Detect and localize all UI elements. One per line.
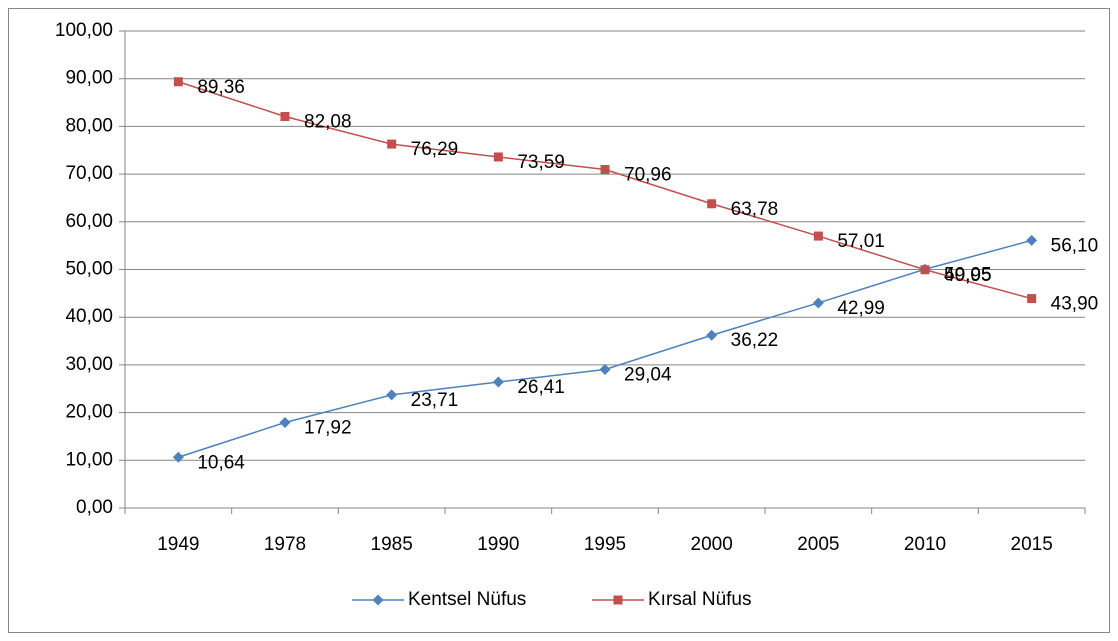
marker (1026, 234, 1038, 246)
y-tick-label: 10,00 (65, 449, 113, 470)
y-tick-label: 20,00 (65, 402, 113, 423)
marker (1027, 294, 1037, 304)
legend-label: Kırsal Nüfus (648, 589, 751, 610)
x-tick-label: 2005 (797, 534, 839, 555)
data-label: 73,59 (517, 152, 565, 173)
marker (600, 165, 610, 175)
x-tick-label: 2000 (691, 534, 733, 555)
y-tick-label: 40,00 (65, 306, 113, 327)
marker (707, 199, 717, 209)
legend-label: Kentsel Nüfus (408, 589, 526, 610)
data-label: 82,08 (304, 111, 352, 132)
data-label: 23,71 (411, 390, 459, 411)
y-tick-label: 80,00 (65, 115, 113, 136)
marker (172, 451, 184, 463)
y-tick-label: 70,00 (65, 163, 113, 184)
legend-marker (372, 594, 384, 606)
data-label: 63,78 (731, 199, 779, 220)
data-label: 10,64 (197, 452, 245, 473)
x-tick-label: 1995 (584, 534, 626, 555)
data-label: 26,41 (517, 377, 565, 398)
y-tick-label: 100,00 (55, 20, 113, 41)
marker (279, 417, 291, 429)
data-label: 89,36 (197, 77, 245, 98)
x-tick-label: 2015 (1011, 534, 1053, 555)
x-tick-label: 1978 (264, 534, 306, 555)
data-label: 43,90 (1051, 294, 1099, 315)
y-tick-label: 50,00 (65, 259, 113, 280)
data-label: 17,92 (304, 418, 352, 439)
data-label: 49,95 (944, 265, 992, 286)
y-tick-label: 60,00 (65, 211, 113, 232)
data-label: 29,04 (624, 364, 672, 385)
data-label: 56,10 (1051, 235, 1099, 256)
y-tick-label: 90,00 (65, 68, 113, 89)
x-tick-label: 1990 (477, 534, 519, 555)
marker (599, 363, 611, 375)
marker (492, 376, 504, 388)
x-tick-label: 2010 (904, 534, 946, 555)
marker (812, 297, 824, 309)
data-label: 76,29 (411, 139, 459, 160)
data-label: 70,96 (624, 165, 672, 186)
marker (920, 265, 930, 275)
data-label: 42,99 (837, 298, 885, 319)
x-tick-label: 1949 (157, 534, 199, 555)
legend-marker (613, 595, 623, 605)
y-tick-label: 0,00 (76, 497, 113, 518)
marker (387, 139, 397, 149)
marker (173, 77, 183, 87)
marker (813, 231, 823, 241)
data-label: 57,01 (837, 231, 885, 252)
y-tick-label: 30,00 (65, 354, 113, 375)
data-label: 36,22 (731, 330, 779, 351)
data-label: 50,05 (944, 264, 992, 285)
marker (386, 389, 398, 401)
marker (280, 111, 290, 121)
marker (706, 329, 718, 341)
marker (493, 152, 503, 162)
x-tick-label: 1985 (371, 534, 413, 555)
chart-frame (8, 8, 1110, 633)
